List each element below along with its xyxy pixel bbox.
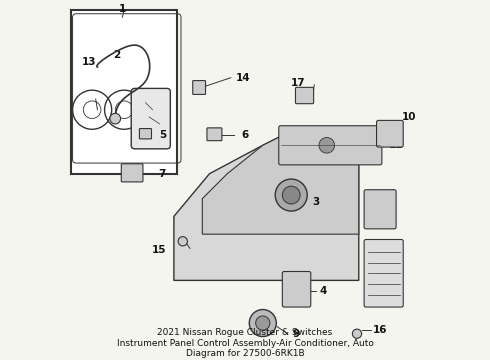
Text: 10: 10	[401, 112, 416, 122]
Text: 1: 1	[119, 4, 126, 14]
Circle shape	[282, 186, 300, 204]
FancyBboxPatch shape	[295, 87, 314, 104]
Circle shape	[249, 310, 276, 337]
Bar	[71, 10, 177, 174]
Text: 4: 4	[319, 286, 327, 296]
Text: 13: 13	[81, 57, 96, 67]
FancyBboxPatch shape	[279, 126, 382, 165]
Text: 7: 7	[158, 169, 165, 179]
Text: 9: 9	[293, 329, 300, 339]
Circle shape	[319, 138, 335, 153]
FancyBboxPatch shape	[207, 128, 222, 141]
Text: 16: 16	[373, 325, 388, 335]
Text: 5: 5	[160, 130, 167, 140]
Circle shape	[178, 237, 187, 246]
Text: 8: 8	[387, 204, 394, 214]
FancyBboxPatch shape	[140, 129, 151, 139]
Text: 12: 12	[386, 268, 400, 278]
FancyBboxPatch shape	[131, 89, 171, 149]
Circle shape	[110, 113, 121, 124]
Text: 17: 17	[291, 78, 305, 88]
FancyBboxPatch shape	[282, 271, 311, 307]
Circle shape	[352, 329, 362, 338]
Text: 15: 15	[152, 245, 167, 255]
Text: 11: 11	[389, 140, 403, 150]
FancyBboxPatch shape	[376, 120, 403, 147]
FancyBboxPatch shape	[364, 239, 403, 307]
Text: 2: 2	[113, 50, 121, 60]
Text: 2021 Nissan Rogue Cluster & Switches
Instrument Panel Control Assembly-Air Condi: 2021 Nissan Rogue Cluster & Switches Ins…	[117, 328, 373, 358]
FancyBboxPatch shape	[121, 164, 143, 182]
Polygon shape	[202, 127, 359, 234]
FancyBboxPatch shape	[364, 190, 396, 229]
Text: 6: 6	[242, 130, 249, 140]
Polygon shape	[174, 127, 359, 280]
Text: 14: 14	[236, 73, 251, 83]
FancyBboxPatch shape	[193, 81, 205, 94]
Circle shape	[275, 179, 307, 211]
Circle shape	[256, 316, 270, 330]
Text: 3: 3	[313, 197, 320, 207]
